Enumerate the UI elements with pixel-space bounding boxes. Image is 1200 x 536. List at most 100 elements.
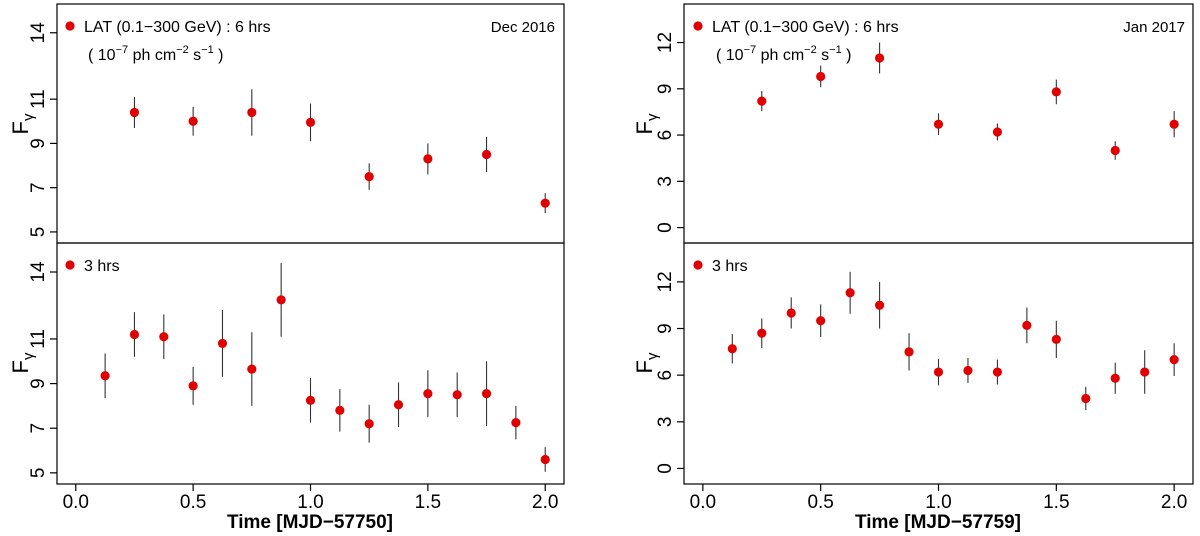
flux-units-jan: ( 10−7 ph cm−2 s−1 ) [716, 44, 851, 64]
x-tick-label: 0.0 [63, 492, 89, 513]
y-tick-label: 3 [655, 417, 676, 428]
data-point [393, 400, 404, 410]
data-point [481, 149, 492, 160]
units-suffix: ) [842, 47, 852, 64]
data-point [1081, 393, 1091, 404]
flux-units-dec: ( 10−7 ph cm−2 s−1 ) [88, 44, 223, 64]
left-column: LAT (0.1−300 GeV) : 6 hrs ( 10−7 ph cm−2… [8, 3, 565, 533]
units-exp3: −1 [201, 44, 214, 56]
units-exp2: −2 [176, 44, 189, 56]
y-tick-label: 11 [28, 329, 49, 349]
plot-dec-3hrs: 5 7 9 11 14 0.0 0.5 1.0 1.5 2.0 [28, 261, 558, 513]
data-point [188, 381, 198, 391]
y-tick-label: 9 [655, 84, 676, 95]
y-tick-label: 9 [655, 323, 676, 334]
data-point [1110, 145, 1120, 156]
data-point [963, 365, 973, 376]
data-point [992, 127, 1003, 137]
legend-label-dec-3hrs: 3 hrs [84, 258, 120, 275]
x-tick-label: 0.5 [807, 492, 833, 513]
y-axis-label-jan-6hrs: Fγ [632, 113, 661, 134]
legend-label-dec-6hrs: LAT (0.1−300 GeV) : 6 hrs [84, 19, 271, 36]
y-tick-label: 5 [28, 227, 49, 238]
data-point [335, 405, 345, 415]
units-prefix: ( 10 [88, 47, 116, 64]
right-column: LAT (0.1−300 GeV) : 6 hrs ( 10−7 ph cm−2… [632, 3, 1194, 533]
units-exp1: −7 [116, 44, 129, 56]
data-point [1051, 334, 1061, 344]
units-prefix: ( 10 [716, 47, 744, 64]
units-mid: ph cm [128, 47, 176, 64]
x-tick-label: 1.0 [925, 492, 951, 513]
y-tick-label: 12 [655, 271, 676, 292]
data-point [129, 107, 140, 118]
period-label-jan: Jan 2017 [1123, 19, 1185, 36]
units-mid2: s [817, 47, 829, 64]
data-point [540, 198, 550, 208]
data-point [305, 395, 316, 405]
y-tick-label: 5 [28, 468, 49, 479]
units-exp1: −7 [744, 44, 757, 56]
data-point [874, 300, 885, 310]
y-axis-label-jan-3hrs: Fγ [632, 352, 661, 373]
units-exp3: −1 [829, 44, 842, 56]
y-tick-label: 7 [28, 182, 49, 193]
legend-label-jan-6hrs: LAT (0.1−300 GeV) : 6 hrs [712, 19, 899, 36]
y-tick-label: 14 [28, 22, 49, 44]
x-tick-label: 1.0 [297, 492, 323, 513]
data-point [159, 332, 169, 342]
data-point [933, 367, 944, 377]
y-tick-label: 6 [655, 130, 676, 141]
y-tick-label: 0 [655, 222, 676, 233]
data-point [1051, 87, 1061, 97]
x-axis-title-jan: Time [MJD−57759] [855, 512, 1021, 533]
data-point [816, 71, 826, 82]
data-point [1022, 320, 1032, 331]
data-point [874, 53, 885, 63]
x-tick-label: 1.5 [415, 492, 441, 513]
y-tick-label: 3 [655, 176, 676, 187]
panel-frame-dec-3hrs [56, 242, 565, 485]
x-tick-label: 0.5 [180, 492, 206, 513]
period-label-dec: Dec 2016 [491, 19, 555, 36]
y-tick-label: 9 [28, 138, 49, 149]
data-point [100, 371, 110, 381]
data-point [816, 316, 826, 326]
data-point [364, 172, 374, 182]
data-point [423, 154, 433, 164]
y-tick-label: 14 [28, 261, 49, 283]
legend-marker-dec-6hrs [65, 21, 75, 31]
x-tick-label: 0.0 [690, 492, 716, 513]
data-point [276, 295, 286, 305]
data-point [904, 347, 914, 357]
y-tick-label: 6 [655, 370, 676, 381]
y-axis-label-dec-6hrs: Fγ [8, 113, 37, 134]
data-point [481, 389, 492, 399]
data-point [423, 389, 433, 399]
units-exp2: −2 [804, 44, 817, 56]
data-point [1110, 373, 1120, 383]
data-point [247, 107, 257, 118]
legend-marker-dec-3hrs [65, 260, 75, 270]
data-point [511, 418, 521, 428]
y-tick-label: 0 [655, 463, 676, 474]
y-axis-label-dec-3hrs: Fγ [8, 352, 37, 373]
data-point [452, 390, 462, 400]
y-tick-label: 9 [28, 378, 49, 389]
y-tick-label: 11 [28, 89, 49, 109]
legend-label-jan-3hrs: 3 hrs [712, 258, 748, 275]
x-tick-label: 1.5 [1043, 492, 1069, 513]
data-point [1169, 355, 1179, 365]
data-point [129, 329, 140, 340]
data-point [217, 338, 228, 349]
data-point [540, 454, 550, 465]
x-axis-title-dec: Time [MJD−57750] [227, 512, 393, 533]
data-point [247, 364, 257, 374]
plot-jan-6hrs: 0 3 6 9 12 [655, 32, 1179, 233]
y-tick-label: 7 [28, 423, 49, 434]
units-mid2: s [189, 47, 201, 64]
plot-jan-3hrs: 0 3 6 9 12 0.0 0.5 1.0 1.5 2.0 [655, 271, 1187, 513]
data-point [727, 344, 737, 354]
data-point [188, 116, 198, 126]
